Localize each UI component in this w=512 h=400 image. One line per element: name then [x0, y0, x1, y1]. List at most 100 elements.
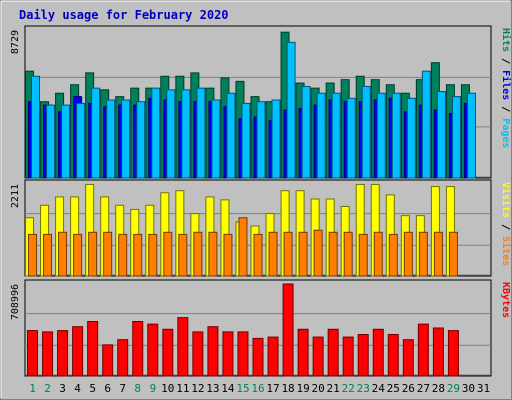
hits-panel-bar-pages	[361, 85, 371, 179]
x-tick-label: 8	[134, 382, 141, 395]
kbytes-panel-bar-kbytes	[72, 326, 84, 377]
x-tick-label: 7	[119, 382, 126, 395]
visits-panel-bar-sites	[433, 231, 443, 277]
visits-panel-bar-sites	[58, 231, 68, 277]
visits-panel-bar-sites	[448, 231, 458, 277]
x-tick-label: 22	[342, 382, 355, 395]
kbytes-panel-bar-kbytes	[252, 337, 264, 377]
kbytes-panel-bar-kbytes	[192, 331, 204, 377]
kbytes-panel-bar-kbytes	[57, 330, 69, 377]
legend-kbytes: KBytes	[500, 282, 511, 318]
x-tick-label: 30	[462, 382, 475, 395]
hits-panel-bar-pages	[316, 92, 326, 179]
visits-panel-bar-sites	[28, 233, 38, 277]
x-tick-label: 14	[221, 382, 235, 395]
visits-panel-bar-sites	[103, 231, 113, 277]
visits-panel-bar-sites	[43, 233, 53, 277]
x-tick-label: 28	[432, 382, 445, 395]
visits-panel-bar-sites	[178, 233, 188, 277]
visits-panel-legend: Visits / Sites	[500, 182, 512, 266]
kbytes-panel-bar-kbytes	[327, 328, 339, 377]
x-tick-label: 11	[176, 382, 189, 395]
x-tick-label: 3	[59, 382, 66, 395]
kbytes-panel-bar-kbytes	[207, 326, 219, 377]
x-tick-label: 16	[251, 382, 264, 395]
x-tick-label: 12	[191, 382, 204, 395]
visits-panel-bar-sites	[133, 233, 143, 277]
kbytes-panel-bar-kbytes	[342, 336, 354, 377]
hits-panel-bar-pages	[136, 101, 146, 179]
visits-panel-bar-sites	[418, 231, 428, 277]
hits-panel-bar-pages	[196, 87, 206, 179]
kbytes-panel-bar-kbytes	[222, 331, 234, 377]
x-tick-label: 31	[477, 382, 490, 395]
visits-panel-bar-sites	[283, 231, 293, 277]
hits-panel-bar-pages	[151, 87, 161, 179]
visits-panel-bar-sites	[388, 233, 398, 277]
hits-panel-bar-pages	[226, 92, 236, 179]
kbytes-panel-bar-kbytes	[147, 323, 159, 377]
kbytes-panel-bar-kbytes	[282, 283, 294, 377]
x-tick-label: 19	[296, 382, 309, 395]
hits-panel-bar-pages	[271, 99, 281, 179]
kbytes-panel-legend: KBytes	[500, 282, 511, 318]
hits-panel-bar-pages	[31, 75, 41, 179]
kbytes-panel-max-label: 708996	[10, 284, 21, 320]
kbytes-panel-bar-kbytes	[372, 328, 384, 377]
hits-panel-bar-pages	[391, 92, 401, 179]
hits-panel-bar-pages	[436, 91, 446, 179]
kbytes-panel-bar-kbytes	[162, 328, 174, 377]
hits-panel-bar-pages	[91, 87, 101, 179]
kbytes-panel-bar-kbytes	[402, 339, 414, 377]
hits-panel-bar-pages	[406, 97, 416, 179]
kbytes-panel-bar-kbytes	[87, 321, 99, 377]
kbytes-panel-bar-kbytes	[132, 321, 144, 377]
kbytes-panel-bar-kbytes	[27, 330, 39, 377]
x-tick-label: 25	[387, 382, 400, 395]
legend-sites: Sites	[500, 236, 512, 266]
visits-panel-bar-sites	[118, 233, 128, 277]
hits-panel-bar-pages	[121, 99, 131, 179]
hits-panel-legend: Hits / Files / Pages	[500, 28, 512, 148]
hits-panel-bar-pages	[466, 92, 476, 179]
x-tick-label: 6	[104, 382, 111, 395]
x-tick-label: 4	[74, 382, 81, 395]
kbytes-panel-bar-kbytes	[42, 331, 54, 377]
visits-panel-bar-sites	[88, 231, 98, 277]
kbytes-panel-bar-kbytes	[357, 333, 369, 377]
visits-panel-bar-sites	[268, 231, 278, 277]
visits-panel-max-label: 2211	[10, 184, 21, 208]
kbytes-panel-bar-kbytes	[447, 330, 459, 377]
hits-panel-bar-pages	[61, 104, 71, 179]
hits-panel-bar-pages	[286, 41, 296, 179]
hits-panel-bar-pages	[211, 99, 221, 179]
x-tick-label: 17	[266, 382, 279, 395]
legend-pages: Pages	[500, 118, 511, 148]
kbytes-panel-bar-kbytes	[117, 339, 129, 377]
kbytes-panel-bar-kbytes	[387, 333, 399, 377]
kbytes-panel-bar-kbytes	[267, 336, 279, 377]
kbytes-panel-bar-kbytes	[237, 331, 249, 377]
x-tick-label: 10	[161, 382, 174, 395]
x-tick-label: 27	[417, 382, 430, 395]
hits-panel-bar-pages	[241, 102, 251, 179]
hits-panel-bar-pages	[331, 92, 341, 179]
visits-panel-bar-sites	[358, 233, 368, 277]
x-tick-label: 1	[29, 382, 36, 395]
hits-panel-bar-pages	[451, 96, 461, 179]
kbytes-panel-bar-kbytes	[417, 323, 429, 377]
visits-panel-bar-sites	[208, 231, 218, 277]
visits-panel-bar-sites	[238, 217, 248, 277]
kbytes-panel-bar-kbytes	[297, 328, 309, 377]
hits-panel-bar-pages	[76, 102, 86, 179]
hits-panel-bar-pages	[376, 92, 386, 179]
hits-panel-bar-pages	[181, 89, 191, 179]
visits-panel-bar-sites	[313, 229, 323, 277]
chart-title: Daily usage for February 2020	[19, 8, 229, 22]
x-tick-label: 13	[206, 382, 219, 395]
x-tick-label: 21	[327, 382, 340, 395]
x-tick-label: 24	[372, 382, 386, 395]
hits-panel-max-label: 8729	[10, 30, 21, 54]
hits-panel-bar-pages	[346, 97, 356, 179]
